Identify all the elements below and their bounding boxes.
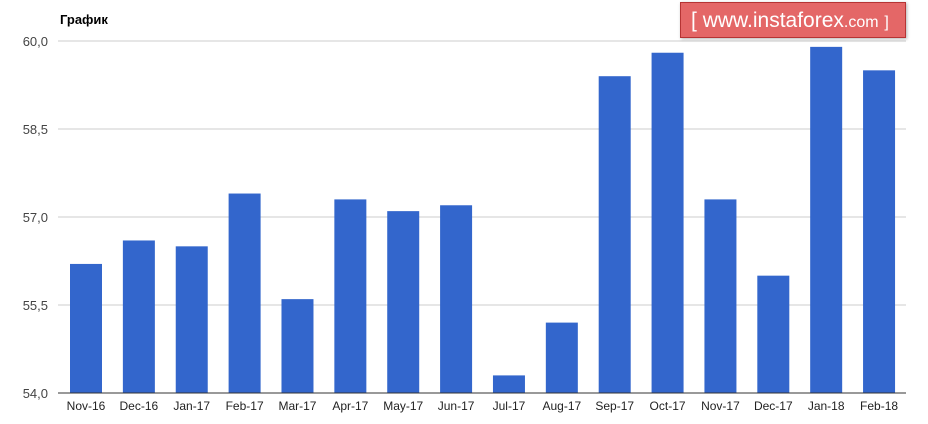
x-tick-label: Feb-17 — [226, 399, 264, 413]
bar-jul-17 — [492, 375, 525, 393]
x-tick-label: Jan-18 — [808, 399, 845, 413]
bar-nov-16 — [70, 263, 102, 393]
x-tick-label: Aug-17 — [542, 399, 581, 413]
x-tick-label: Feb-18 — [860, 399, 898, 413]
bar-apr-17 — [334, 199, 367, 393]
watermark-site: www.instaforex — [702, 9, 844, 32]
bar-may-17 — [387, 211, 420, 393]
bar-feb-17 — [228, 193, 261, 393]
y-tick-label: 54,0 — [23, 386, 48, 401]
bar-sep-17 — [598, 76, 631, 393]
y-tick-label: 55,5 — [23, 298, 48, 313]
x-tick-label: Apr-17 — [332, 399, 368, 413]
y-tick-label: 57,0 — [23, 210, 48, 225]
x-tick-label: Mar-17 — [278, 399, 316, 413]
chart-title: График — [60, 12, 108, 27]
x-tick-label: Jul-17 — [493, 399, 526, 413]
bar-aug-17 — [545, 322, 578, 393]
bar-jun-17 — [440, 205, 473, 393]
bar-mar-17 — [281, 299, 314, 393]
bar-jan-18 — [810, 46, 843, 393]
watermark-bracket: [ — [691, 9, 697, 32]
y-tick-label: 58,5 — [23, 122, 48, 137]
bar-feb-18 — [863, 70, 896, 393]
bar-dec-16 — [122, 240, 155, 393]
bar-jan-17 — [175, 246, 208, 393]
x-tick-label: Nov-17 — [701, 399, 740, 413]
bar-dec-17 — [757, 275, 790, 393]
x-tick-label: Dec-17 — [754, 399, 793, 413]
y-tick-label: 60,0 — [23, 34, 48, 49]
watermark-logo: [ www.instaforex.com ] — [680, 2, 906, 38]
bar-oct-17 — [651, 52, 684, 393]
bar-nov-17 — [704, 199, 737, 393]
x-tick-label: Dec-16 — [120, 399, 159, 413]
x-tick-label: Jun-17 — [438, 399, 475, 413]
x-tick-label: Oct-17 — [650, 399, 686, 413]
x-tick-label: May-17 — [383, 399, 423, 413]
x-tick-label: Jan-17 — [173, 399, 210, 413]
watermark-tld: .com — [843, 14, 879, 31]
x-tick-label: Nov-16 — [67, 399, 106, 413]
watermark-bracket: ] — [884, 14, 889, 31]
x-tick-label: Sep-17 — [595, 399, 634, 413]
